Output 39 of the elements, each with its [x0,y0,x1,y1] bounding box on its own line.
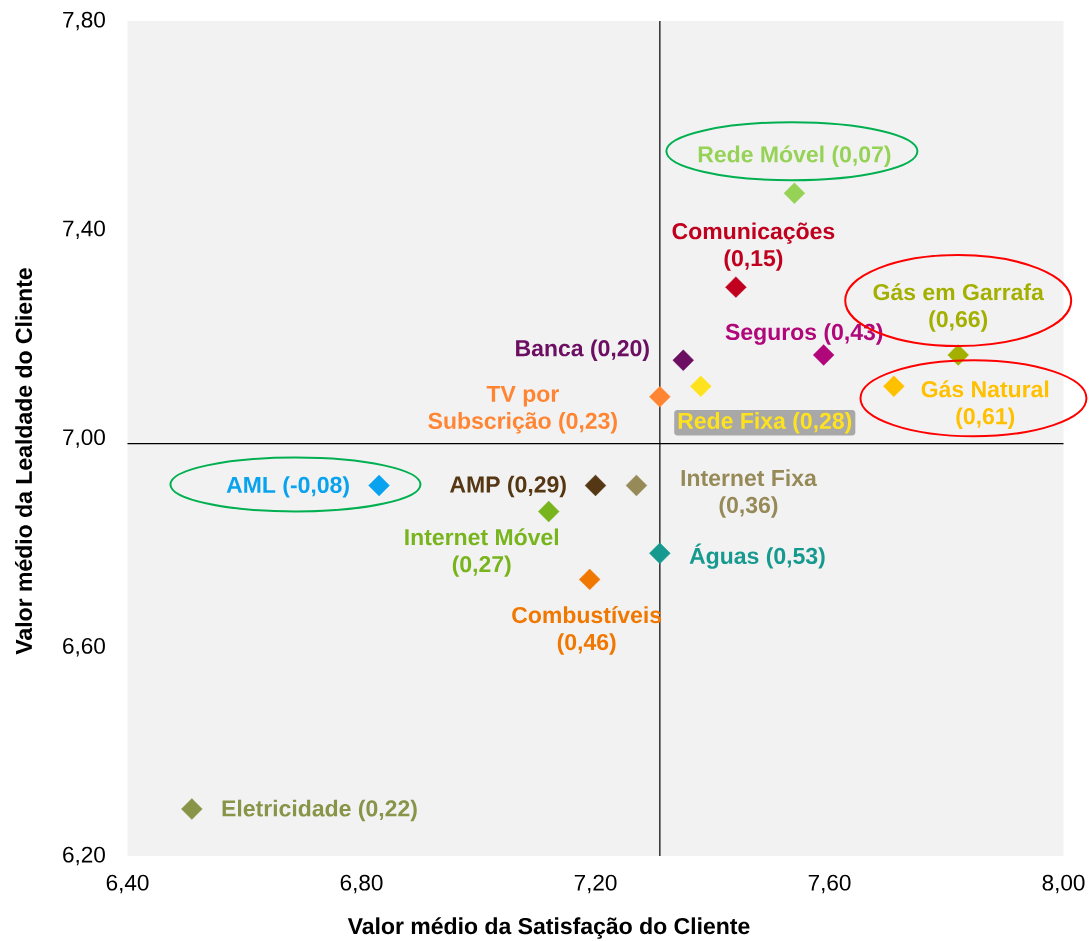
point [649,386,671,408]
point [812,344,835,366]
x-tick-label: 7,60 [808,874,851,894]
x-tick-label: 6,80 [340,874,383,894]
point [181,798,203,820]
y-tick-label: 7,00 [63,429,105,448]
point [625,474,648,497]
y-axis-title: Valor médio da Lealdade do Cliente [14,268,33,655]
series-label: AML (-0,08) [226,476,349,498]
point [947,344,969,366]
point [783,182,806,204]
series-label: Rede Fixa (0,28) [678,412,852,434]
y-tick-label: 7,80 [63,11,105,31]
series-label: Águas (0,53) [689,543,825,569]
point [578,568,601,591]
point [883,375,905,397]
x-tick-label: 8,00 [1042,874,1085,894]
point [368,474,390,497]
point [725,276,747,298]
point [584,474,607,497]
x-axis-title: Valor médio da Satisfação do Cliente [347,917,750,939]
series-label: Gás Natural (0,61) [921,380,1049,429]
y-tick-label: 6,20 [63,846,105,866]
y-tick-label: 7,40 [63,220,105,240]
series-label: Internet Fixa (0,36) [681,469,817,518]
point [690,375,712,397]
series-label: Banca (0,20) [516,339,649,361]
point [672,349,694,371]
x-tick-label: 7,20 [574,874,617,894]
series-label: Rede Móvel (0,07) [698,145,891,168]
y-tick-label: 6,60 [63,637,105,657]
x-tick-label: 6,40 [106,874,149,894]
series-label: Eletricidade (0,22) [222,799,417,822]
point [538,500,560,523]
series-label: Comunicações (0,15) [672,222,835,271]
series-label: Internet Móvel (0,27) [405,528,559,577]
series-label: TV por Subscrição (0,23) [428,385,617,434]
series-label: AMP (0,29) [450,475,566,498]
point [649,542,671,564]
